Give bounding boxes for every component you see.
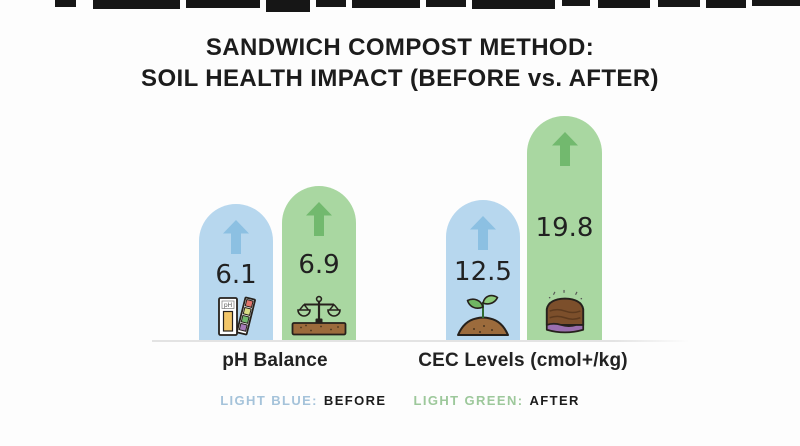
- svg-text:pH: pH: [224, 302, 232, 309]
- chart-title-line1: SANDWICH COMPOST METHOD:: [205, 34, 595, 61]
- legend-series-before: BEFORE: [323, 393, 387, 408]
- up-arrow-icon: [306, 202, 332, 236]
- bar-cec-before: 12.5: [446, 200, 520, 341]
- bar-value-label: 12.5: [454, 257, 512, 287]
- legend-color-name-after: LIGHT GREEN:: [413, 393, 524, 408]
- bar-value-label: 6.9: [298, 250, 340, 280]
- scan-artifact-strip: [0, 0, 800, 14]
- bar-value-label: 19.8: [535, 212, 594, 243]
- legend: LIGHT BLUE: BEFORE LIGHT GREEN: AFTER: [0, 393, 800, 408]
- balance-scale-soil-icon: [291, 295, 347, 336]
- chart-title-line2: SOIL HEALTH IMPACT (BEFORE vs. AFTER): [141, 65, 659, 92]
- compost-block-icon: [545, 289, 584, 334]
- up-arrow-icon: [551, 132, 578, 166]
- bar-value-label: 6.1: [215, 260, 257, 290]
- up-arrow-icon: [223, 220, 249, 254]
- bar-cec-after: 19.8: [527, 116, 602, 341]
- legend-item-before: LIGHT BLUE: BEFORE: [220, 393, 386, 408]
- category-label-cec: CEC Levels (cmol+/kg): [418, 350, 628, 371]
- legend-item-after: LIGHT GREEN: AFTER: [414, 393, 580, 408]
- legend-series-after: AFTER: [529, 393, 580, 408]
- axis-baseline: [152, 340, 689, 342]
- sprout-soil-icon: [457, 294, 509, 336]
- chart-title: SANDWICH COMPOST METHOD: SOIL HEALTH IMP…: [0, 32, 800, 94]
- bar-ph-before: 6.1 pH: [199, 204, 273, 341]
- bar-ph-after: 6.9: [282, 186, 356, 341]
- up-arrow-icon: [470, 216, 496, 250]
- category-label-ph: pH Balance: [222, 350, 328, 371]
- ph-test-strips-icon: pH: [218, 296, 256, 336]
- legend-color-name-before: LIGHT BLUE:: [220, 393, 318, 408]
